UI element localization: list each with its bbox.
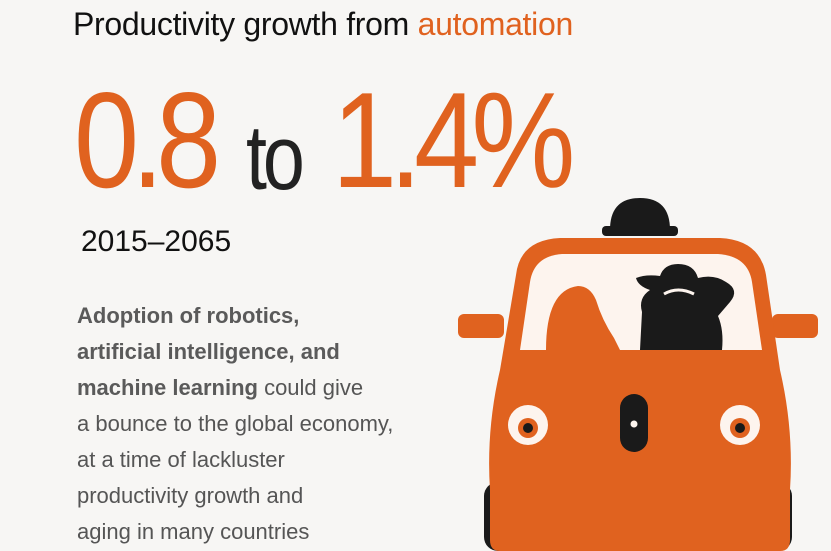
range-low-value: 0.8 [74, 64, 221, 216]
description-line-4: a bounce to the global economy, [77, 411, 394, 436]
headline-highlight: automation [417, 6, 574, 42]
description-line-5: at a time of lackluster [77, 447, 285, 472]
headline: Productivity growth from automation [73, 6, 573, 43]
left-mirror [458, 314, 504, 338]
period-label: 2015–2065 [81, 225, 232, 258]
left-headlight-core [523, 423, 533, 433]
front-sensor-dot [630, 420, 638, 428]
roof-sensor-base [602, 226, 678, 236]
range-high-value: 1.4% [332, 64, 575, 216]
right-mirror [772, 314, 818, 338]
self-driving-car-icon [458, 198, 818, 551]
description-line-6: productivity growth and [77, 483, 304, 508]
description-line-3-text: could give [257, 375, 364, 400]
passenger-arm-gap [663, 288, 695, 296]
roof-sensor [610, 198, 670, 230]
seat [546, 286, 620, 350]
description-line-3-bold: machine learning [77, 375, 258, 400]
range-connector: to [246, 107, 305, 209]
description-line-2: artificial intelligence, and [77, 339, 340, 364]
description: Adoption of robotics, artificial intelli… [77, 298, 477, 550]
description-line-7: aging in many countries [77, 519, 310, 544]
passenger [636, 264, 735, 350]
description-line-3: machine learning could give [77, 370, 477, 406]
right-headlight-core [735, 423, 745, 433]
headline-prefix: Productivity growth from [73, 6, 418, 42]
description-line-1: Adoption of robotics, [77, 303, 300, 328]
